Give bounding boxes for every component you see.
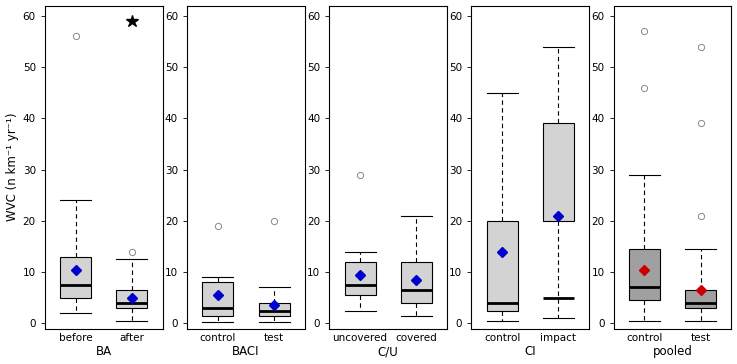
X-axis label: BA: BA bbox=[96, 345, 112, 359]
Bar bbox=[116, 290, 147, 308]
Bar bbox=[401, 262, 432, 303]
X-axis label: pooled: pooled bbox=[652, 345, 693, 359]
X-axis label: C/U: C/U bbox=[378, 345, 399, 359]
X-axis label: CI: CI bbox=[525, 345, 536, 359]
Bar bbox=[629, 249, 660, 300]
Y-axis label: WVC (n km⁻¹ yr⁻¹): WVC (n km⁻¹ yr⁻¹) bbox=[6, 113, 18, 221]
Bar bbox=[487, 221, 517, 310]
Bar bbox=[685, 290, 716, 308]
Bar bbox=[60, 257, 91, 298]
X-axis label: BACI: BACI bbox=[232, 345, 259, 359]
Bar bbox=[543, 123, 574, 221]
Bar bbox=[345, 262, 376, 295]
Bar bbox=[203, 282, 234, 316]
Bar bbox=[259, 303, 290, 316]
